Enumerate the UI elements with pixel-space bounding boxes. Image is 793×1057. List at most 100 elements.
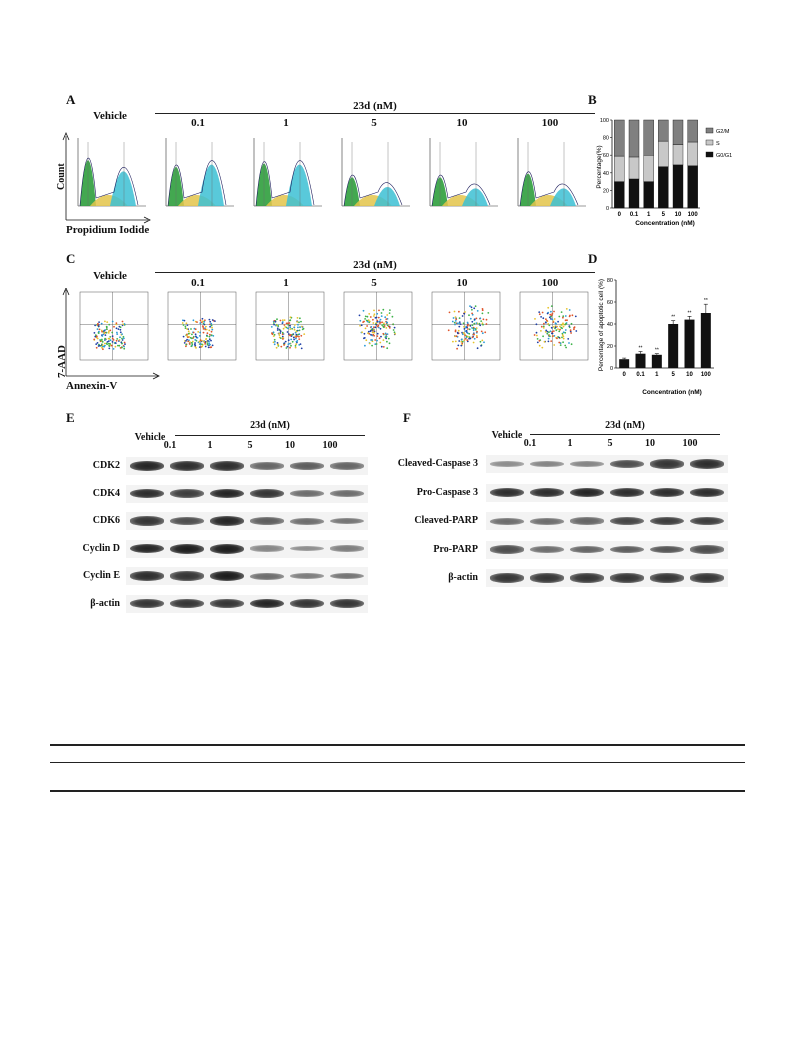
d-significance: ** — [671, 315, 675, 321]
panel_F-band-0-4 — [650, 459, 684, 469]
event-dot — [190, 341, 193, 344]
panel-c-x-axis-label: Annexin-V — [66, 380, 118, 392]
event-dot — [471, 312, 473, 315]
b-bar-G0G1-4 — [672, 164, 684, 209]
event-dot — [387, 325, 390, 328]
event-dot — [458, 310, 460, 313]
event-dot — [204, 328, 207, 331]
event-dot — [542, 317, 545, 320]
event-dot — [212, 335, 215, 337]
panel-f-header: 23d (nM) — [605, 420, 645, 431]
event-dot — [366, 325, 368, 327]
panel_F-band-0-5 — [690, 459, 724, 469]
b-bar-G2M-1 — [628, 119, 640, 158]
event-dot — [560, 326, 563, 329]
event-dot — [191, 333, 193, 336]
event-dot — [295, 340, 298, 343]
event-dot — [201, 343, 203, 346]
event-dot — [117, 344, 119, 347]
event-dot — [373, 309, 375, 312]
event-dot — [199, 322, 202, 324]
event-dot — [289, 334, 292, 337]
event-dot — [121, 342, 123, 345]
event-dot — [186, 336, 189, 338]
event-dot — [300, 347, 303, 350]
event-dot — [109, 329, 112, 332]
event-dot — [385, 327, 388, 329]
panel-c-dot-plots — [62, 288, 589, 380]
event-dot — [472, 329, 475, 332]
panel_F-band-4-2 — [570, 573, 604, 583]
event-dot — [284, 340, 287, 343]
event-dot — [121, 333, 123, 335]
event-dot — [562, 322, 564, 325]
event-dot — [211, 326, 213, 329]
event-dot — [374, 326, 377, 329]
event-dot — [453, 321, 456, 324]
event-dot — [376, 312, 379, 315]
event-dot — [119, 336, 121, 339]
event-dot — [386, 340, 388, 343]
event-dot — [386, 324, 389, 327]
event-dot — [206, 332, 209, 335]
b-bar-S-1 — [628, 156, 640, 180]
event-dot — [287, 339, 290, 342]
dot-plot-1 — [167, 291, 237, 361]
event-dot — [190, 328, 192, 330]
event-dot — [113, 325, 115, 328]
event-dot — [574, 315, 577, 318]
event-dot — [454, 323, 456, 326]
d-significance: ** — [639, 346, 643, 352]
panel_E-strip-1 — [126, 484, 368, 503]
event-dot — [274, 340, 276, 343]
event-dot — [471, 336, 474, 339]
histogram-1 — [165, 138, 234, 207]
event-dot — [196, 321, 198, 323]
event-dot — [382, 346, 385, 348]
event-dot — [536, 341, 539, 344]
event-dot — [463, 312, 466, 315]
event-dot — [289, 324, 291, 327]
d-bar-4 — [684, 319, 695, 368]
event-dot — [97, 325, 100, 327]
b-x-tick-label: 10 — [675, 212, 682, 218]
event-dot — [293, 336, 295, 339]
panel_F-band-4-1 — [530, 573, 564, 583]
event-dot — [473, 307, 476, 310]
event-dot — [364, 315, 367, 318]
event-dot — [552, 330, 555, 332]
g2m-peak — [198, 164, 224, 206]
event-dot — [454, 335, 456, 338]
b-bar-G2M-0 — [614, 119, 625, 157]
event-dot — [101, 344, 104, 347]
event-dot — [293, 338, 295, 341]
event-dot — [211, 328, 214, 331]
histogram-2 — [253, 138, 322, 207]
event-dot — [295, 336, 297, 338]
event-dot — [211, 319, 214, 321]
event-dot — [475, 327, 478, 329]
event-dot — [453, 310, 456, 313]
event-dot — [471, 313, 474, 316]
event-dot — [362, 309, 365, 312]
event-dot — [107, 340, 110, 342]
panel_E-band-1-3 — [250, 488, 284, 499]
event-dot — [561, 323, 564, 326]
event-dot — [111, 320, 114, 323]
event-dot — [101, 340, 104, 343]
event-dot — [279, 330, 282, 333]
event-dot — [186, 324, 189, 326]
panel-a-concentration-3: 10 — [456, 117, 468, 129]
event-dot — [485, 323, 488, 325]
event-dot — [466, 321, 469, 324]
panel-c-header-rule — [155, 272, 595, 273]
event-dot — [548, 331, 550, 334]
event-dot — [562, 335, 565, 338]
event-dot — [291, 327, 293, 330]
event-dot — [202, 331, 205, 334]
fit-curve — [79, 157, 139, 207]
event-dot — [194, 342, 197, 344]
panel_E-concentration-3: 10 — [285, 440, 295, 451]
event-dot — [199, 331, 202, 334]
event-dot — [101, 335, 104, 337]
